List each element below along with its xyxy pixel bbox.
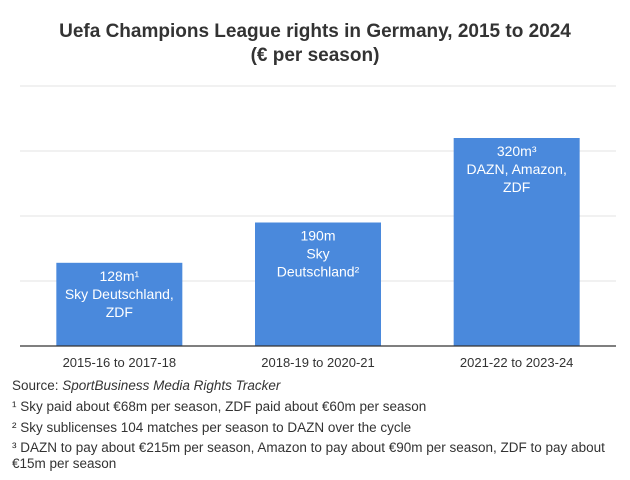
chart-title-line-1: Uefa Champions League rights in Germany,… — [59, 21, 571, 42]
bar-data-label: 190m Sky Deutschland² — [277, 228, 360, 280]
footnote-2: ² Sky sublicenses 104 matches per season… — [12, 420, 412, 435]
bar-data-label-line: 190m — [300, 228, 335, 244]
bar-data-label-line: 320m³ — [497, 143, 537, 159]
source-name: SportBusiness Media Rights Tracker — [62, 378, 281, 393]
x-tick-label: 2015-16 to 2017-18 — [63, 355, 176, 370]
bar-data-label-line: Sky Deutschland, — [65, 286, 174, 302]
bar — [453, 138, 580, 346]
bar-data-label-line: ZDF — [106, 304, 133, 320]
bar-data-label-line: Sky — [306, 246, 329, 262]
bar-data-label-line: 128m¹ — [99, 268, 139, 284]
bar — [255, 222, 381, 346]
x-tick-label: 2021-22 to 2023-24 — [460, 355, 573, 370]
bar-data-label-line: ZDF — [503, 179, 530, 195]
chart-title: Uefa Champions League rights in Germany,… — [0, 20, 630, 68]
source-line: Source: SportBusiness Media Rights Track… — [12, 377, 612, 394]
chart-title-line-2: (€ per season) — [250, 45, 380, 66]
chart-notes: Source: SportBusiness Media Rights Track… — [12, 377, 612, 476]
bar-data-label-line: Deutschland² — [277, 264, 360, 280]
bar-data-label: 128m¹ Sky Deutschland, ZDF — [65, 268, 174, 320]
bar-data-label: 320m³ DAZN, Amazon, ZDF — [466, 143, 566, 195]
footnote-1: ¹ Sky paid about €68m per season, ZDF pa… — [12, 399, 427, 414]
bar-data-label-line: DAZN, Amazon, — [466, 161, 566, 177]
source-prefix: Source: — [12, 378, 63, 393]
x-tick-label: 2018-19 to 2020-21 — [261, 355, 374, 370]
bar — [56, 262, 183, 346]
footnote-3: ³ DAZN to pay about €215m per season, Am… — [12, 440, 605, 471]
